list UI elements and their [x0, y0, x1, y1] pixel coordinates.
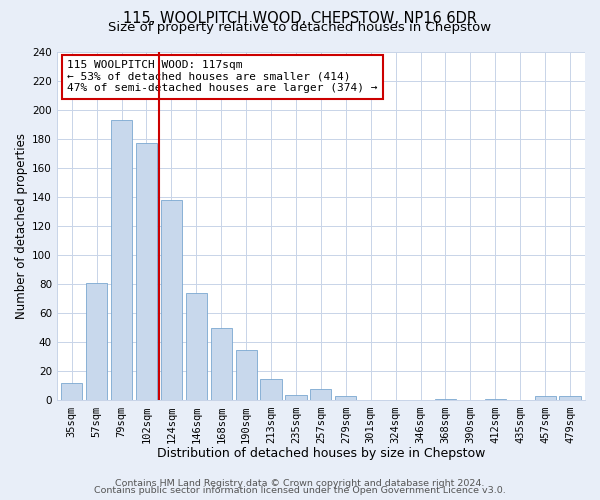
Bar	[335, 396, 356, 400]
Bar	[260, 378, 281, 400]
Bar	[559, 396, 581, 400]
Text: 115, WOOLPITCH WOOD, CHEPSTOW, NP16 6DR: 115, WOOLPITCH WOOD, CHEPSTOW, NP16 6DR	[123, 11, 477, 26]
Bar	[161, 200, 182, 400]
Bar	[136, 143, 157, 401]
Bar	[485, 399, 506, 400]
Bar	[535, 396, 556, 400]
Bar	[61, 383, 82, 400]
Y-axis label: Number of detached properties: Number of detached properties	[15, 133, 28, 319]
Bar	[435, 399, 456, 400]
Bar	[211, 328, 232, 400]
Text: Size of property relative to detached houses in Chepstow: Size of property relative to detached ho…	[109, 21, 491, 34]
Bar	[236, 350, 257, 401]
Text: Contains public sector information licensed under the Open Government Licence v3: Contains public sector information licen…	[94, 486, 506, 495]
Bar	[111, 120, 132, 400]
Text: Contains HM Land Registry data © Crown copyright and database right 2024.: Contains HM Land Registry data © Crown c…	[115, 478, 485, 488]
Text: 115 WOOLPITCH WOOD: 117sqm
← 53% of detached houses are smaller (414)
47% of sem: 115 WOOLPITCH WOOD: 117sqm ← 53% of deta…	[67, 60, 378, 94]
Bar	[186, 293, 207, 401]
Bar	[86, 282, 107, 401]
Bar	[310, 389, 331, 400]
Bar	[286, 394, 307, 400]
X-axis label: Distribution of detached houses by size in Chepstow: Distribution of detached houses by size …	[157, 447, 485, 460]
